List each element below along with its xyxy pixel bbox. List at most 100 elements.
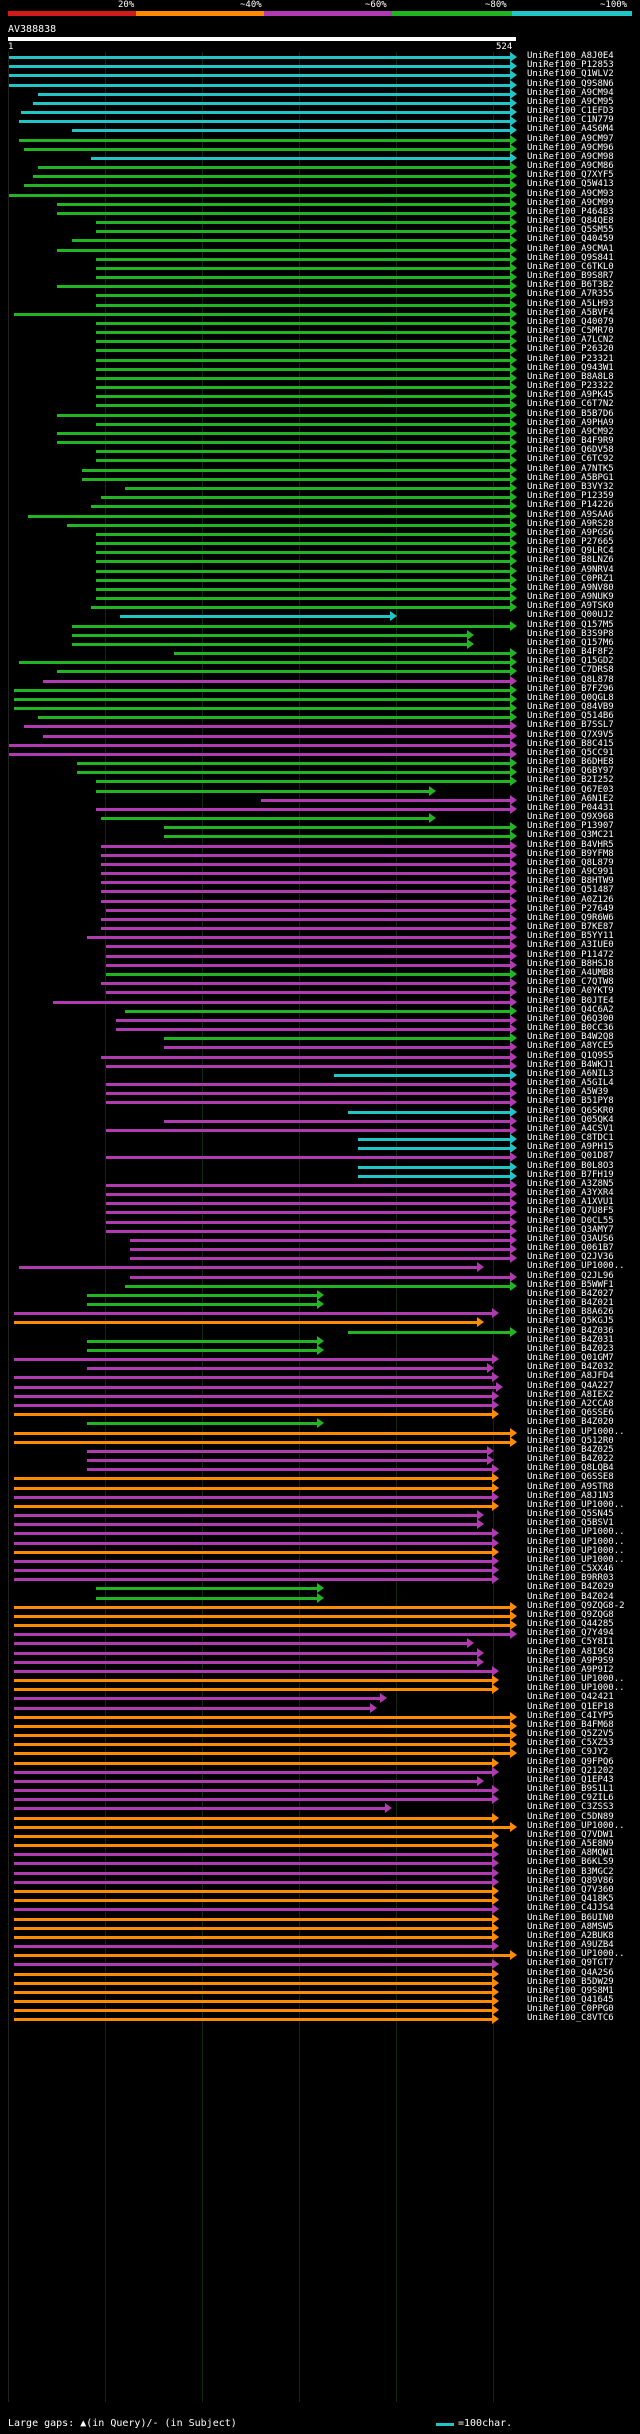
hit-alignment-bar[interactable] (106, 1064, 511, 1068)
hit-label-link[interactable]: UniRef100_B2I252 (527, 775, 614, 786)
hit-label-link[interactable]: UniRef100_UP1000.. (527, 1527, 625, 1538)
hit-alignment-bar[interactable] (96, 276, 511, 280)
hit-alignment-bar[interactable] (14, 1926, 493, 1930)
hit-label-link[interactable]: UniRef100_B4FM68 (527, 1719, 614, 1730)
hit-alignment-bar[interactable] (14, 1559, 493, 1563)
hit-label-link[interactable]: UniRef100_Q3AUS6 (527, 1233, 614, 1244)
hit-alignment-bar[interactable] (106, 945, 511, 949)
hit-alignment-bar[interactable] (174, 652, 511, 656)
hit-alignment-bar[interactable] (96, 587, 511, 591)
hit-label-link[interactable]: UniRef100_Q40459 (527, 234, 614, 245)
hit-alignment-bar[interactable] (72, 624, 511, 628)
hit-alignment-bar[interactable] (43, 734, 511, 738)
hit-alignment-bar[interactable] (87, 1449, 488, 1453)
hit-alignment-bar[interactable] (106, 954, 511, 958)
hit-alignment-bar[interactable] (9, 752, 511, 756)
hit-label-link[interactable]: UniRef100_UP1000.. (527, 1820, 625, 1831)
hit-alignment-bar[interactable] (14, 1688, 493, 1692)
hit-alignment-bar[interactable] (9, 56, 511, 59)
hit-alignment-bar[interactable] (9, 743, 511, 747)
hit-alignment-bar[interactable] (14, 1880, 493, 1884)
hit-alignment-bar[interactable] (96, 459, 511, 463)
hit-label-link[interactable]: UniRef100_B51PY8 (527, 1096, 614, 1107)
hit-alignment-bar[interactable] (334, 1073, 511, 1077)
hit-label-link[interactable]: UniRef100_B3MGC2 (527, 1866, 614, 1877)
hit-label-link[interactable]: UniRef100_C5MR70 (527, 326, 614, 337)
hit-label-link[interactable]: UniRef100_B9S1L1 (527, 1784, 614, 1795)
hit-alignment-bar[interactable] (87, 1293, 318, 1297)
hit-alignment-bar[interactable] (14, 1981, 493, 1985)
hit-label-link[interactable]: UniRef100_A5LH93 (527, 298, 614, 309)
hit-alignment-bar[interactable] (14, 1523, 478, 1527)
hit-label-link[interactable]: UniRef100_C1EFD3 (527, 106, 614, 117)
hit-label-link[interactable]: UniRef100_Q1EP43 (527, 1774, 614, 1785)
hit-alignment-bar[interactable] (96, 221, 511, 225)
hit-alignment-bar[interactable] (14, 1679, 493, 1683)
hit-label-link[interactable]: UniRef100_A9CM94 (527, 87, 614, 98)
hit-alignment-bar[interactable] (96, 340, 511, 344)
hit-label-link[interactable]: UniRef100_B4Z022 (527, 1454, 614, 1464)
hit-alignment-bar[interactable] (72, 642, 468, 646)
hit-label-link[interactable]: UniRef100_Q6BY97 (527, 766, 614, 777)
hit-label-link[interactable]: UniRef100_A8YCE5 (527, 1041, 614, 1052)
hit-alignment-bar[interactable] (14, 1954, 511, 1958)
hit-label-link[interactable]: UniRef100_C1N779 (527, 115, 614, 126)
hit-alignment-bar[interactable] (14, 1807, 386, 1811)
hit-label-link[interactable]: UniRef100_P23321 (527, 353, 614, 364)
hit-label-link[interactable]: UniRef100_A8J0E4 (527, 51, 614, 61)
hit-alignment-bar[interactable] (96, 376, 511, 380)
hit-alignment-bar[interactable] (101, 1055, 511, 1059)
hit-alignment-bar[interactable] (14, 1651, 478, 1655)
hit-label-link[interactable]: UniRef100_A9CM97 (527, 133, 614, 144)
hit-label-link[interactable]: UniRef100_Q84VB9 (527, 702, 614, 713)
hit-label-link[interactable]: UniRef100_P46483 (527, 206, 614, 217)
hit-label-link[interactable]: UniRef100_Q9FPQ6 (527, 1756, 614, 1767)
hit-alignment-bar[interactable] (106, 991, 511, 995)
hit-label-link[interactable]: UniRef100_A8MSW5 (527, 1921, 614, 1932)
hit-label-link[interactable]: UniRef100_Q061B7 (527, 1243, 614, 1254)
hit-alignment-bar[interactable] (358, 1174, 511, 1178)
hit-alignment-bar[interactable] (116, 1018, 511, 1022)
hit-label-link[interactable]: UniRef100_Q6SSE6 (527, 1408, 614, 1419)
hit-label-link[interactable]: UniRef100_Q8LQB4 (527, 1463, 614, 1474)
hit-label-link[interactable]: UniRef100_B4VHR5 (527, 839, 614, 850)
hit-alignment-bar[interactable] (82, 468, 511, 472)
hit-alignment-bar[interactable] (101, 862, 511, 866)
hit-label-link[interactable]: UniRef100_Q41645 (527, 1995, 614, 2006)
hit-alignment-bar[interactable] (91, 606, 511, 610)
hit-label-link[interactable]: UniRef100_UP1000.. (527, 1426, 625, 1437)
hit-alignment-bar[interactable] (14, 1834, 493, 1838)
hit-alignment-bar[interactable] (14, 1440, 511, 1444)
hit-label-link[interactable]: UniRef100_A9P9I2 (527, 1664, 614, 1675)
hit-label-link[interactable]: UniRef100_Q9S8M1 (527, 1985, 614, 1996)
hit-alignment-bar[interactable] (106, 1202, 511, 1206)
hit-label-link[interactable]: UniRef100_Q514B6 (527, 711, 614, 722)
hit-alignment-bar[interactable] (106, 1220, 511, 1224)
hit-label-link[interactable]: UniRef100_UP1000.. (527, 1536, 625, 1547)
hit-label-link[interactable]: UniRef100_A9CM99 (527, 197, 614, 208)
hit-alignment-bar[interactable] (96, 1587, 318, 1591)
hit-alignment-bar[interactable] (57, 211, 511, 215)
hit-alignment-bar[interactable] (14, 1908, 493, 1912)
hit-alignment-bar[interactable] (72, 129, 511, 133)
hit-label-link[interactable]: UniRef100_A9CM93 (527, 188, 614, 199)
hit-alignment-bar[interactable] (14, 1890, 493, 1893)
hit-label-link[interactable]: UniRef100_Q5BSV1 (527, 1518, 614, 1529)
hit-alignment-bar[interactable] (130, 1238, 511, 1242)
hit-label-link[interactable]: UniRef100_Q42421 (527, 1692, 614, 1703)
hit-label-link[interactable]: UniRef100_A9PH15 (527, 1142, 614, 1153)
hit-label-link[interactable]: UniRef100_P12359 (527, 491, 614, 502)
hit-label-link[interactable]: UniRef100_Q2JL96 (527, 1270, 614, 1281)
hit-alignment-bar[interactable] (19, 661, 511, 665)
hit-label-link[interactable]: UniRef100_A9CM98 (527, 151, 614, 162)
hit-label-link[interactable]: UniRef100_C0PPG0 (527, 2004, 614, 2015)
hit-label-link[interactable]: UniRef100_A5E8N9 (527, 1839, 614, 1850)
hit-label-link[interactable]: UniRef100_A3YXR4 (527, 1188, 614, 1199)
hit-alignment-bar[interactable] (106, 1156, 511, 1160)
hit-label-link[interactable]: UniRef100_Q4C6A2 (527, 1004, 614, 1015)
hit-label-link[interactable]: UniRef100_A9SAA6 (527, 509, 614, 520)
hit-label-link[interactable]: UniRef100_A9PGS6 (527, 527, 614, 538)
hit-alignment-bar[interactable] (96, 395, 511, 399)
hit-label-link[interactable]: UniRef100_C6TC92 (527, 454, 614, 465)
hit-alignment-bar[interactable] (358, 1165, 511, 1169)
